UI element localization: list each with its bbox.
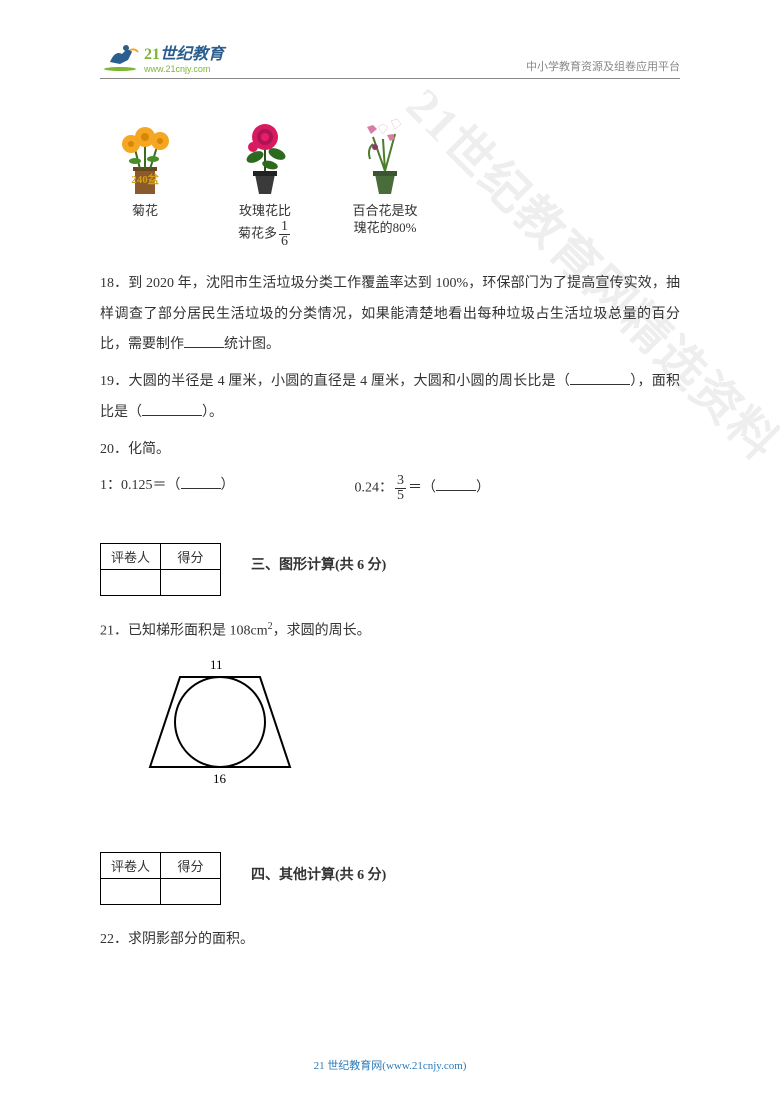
q20-right-mid: ＝（ bbox=[408, 480, 436, 495]
score-col-score-4h: 得分 bbox=[161, 853, 221, 879]
score-col-score: 得分 bbox=[161, 543, 221, 569]
section-3-row: 评卷人 得分 三、图形计算(共 6 分) bbox=[100, 523, 680, 606]
page-footer: 21 世纪教育网(www.21cnjy.com) bbox=[0, 1057, 780, 1073]
trapezoid-figure: 11 16 bbox=[140, 657, 680, 792]
q20-right: 0.24：35＝（ ） bbox=[355, 474, 491, 503]
section-4-title: 四、其他计算(共 6 分) bbox=[251, 864, 386, 884]
question-20-body: 1：0.125＝（ ） 0.24：35＝（ ） bbox=[100, 474, 680, 503]
page-header: 21世纪教育 www.21cnjy.com 中小学教育资源及组卷应用平台 bbox=[100, 40, 680, 79]
q21-pre: 21．已知梯形面积是 bbox=[100, 623, 230, 638]
q20-fraction: 35 bbox=[395, 474, 406, 503]
score-col-grader-4h: 评卷人 bbox=[101, 853, 161, 879]
q19-suffix: ）。 bbox=[202, 405, 223, 420]
rose-image bbox=[225, 99, 305, 199]
flower-label-1: 菊花 bbox=[132, 203, 158, 220]
pot-count-badge: 240盆 bbox=[131, 171, 159, 187]
logo-accent: 21 bbox=[144, 46, 160, 63]
rose-line2-pre: 菊花多 bbox=[238, 225, 277, 240]
logo: 21世纪教育 www.21cnjy.com bbox=[100, 40, 224, 74]
question-20-title: 20．化简。 bbox=[100, 435, 680, 466]
score-cell-score-4[interactable] bbox=[161, 879, 221, 905]
q19-blank-1[interactable] bbox=[570, 371, 630, 385]
section-4-row: 评卷人 得分 四、其他计算(共 6 分) bbox=[100, 832, 680, 915]
score-col-grader: 评卷人 bbox=[101, 543, 161, 569]
flower-label-3: 百合花是玫 瑰花的80% bbox=[352, 203, 417, 237]
lily-line1: 百合花是玫 bbox=[352, 203, 417, 218]
flower-lily: 百合花是玫 瑰花的80% bbox=[340, 99, 430, 249]
question-19: 19．大圆的半径是 4 厘米，小圆的直径是 4 厘米，大圆和小圆的周长比是（），… bbox=[100, 367, 680, 429]
score-cell-score-3[interactable] bbox=[161, 569, 221, 595]
trap-bottom-label: 16 bbox=[213, 771, 227, 786]
q20-right-pre: 0.24： bbox=[355, 480, 394, 495]
flower-chrysanthemum: 240盆 菊花 bbox=[100, 99, 190, 249]
q21-val: 108cm bbox=[230, 623, 268, 638]
q21-suf: ，求圆的周长。 bbox=[273, 623, 371, 638]
q20-right-suf: ） bbox=[476, 480, 490, 495]
lily-line2: 瑰花的80% bbox=[354, 220, 417, 235]
rose-fraction: 16 bbox=[279, 220, 290, 249]
logo-url: www.21cnjy.com bbox=[144, 64, 224, 74]
q19-prefix: 19．大圆的半径是 4 厘米，小圆的直径是 4 厘米，大圆和小圆的周长比是（ bbox=[100, 374, 570, 389]
rose-line1: 玫瑰花比 bbox=[239, 203, 291, 218]
question-21: 21．已知梯形面积是 108cm2，求圆的周长。 bbox=[100, 616, 680, 647]
logo-title: 21世纪教育 bbox=[144, 40, 224, 64]
trap-top-label: 11 bbox=[210, 657, 223, 672]
q20-left: 1：0.125＝（ ） bbox=[100, 474, 235, 503]
flower-rose: 玫瑰花比 菊花多16 bbox=[220, 99, 310, 249]
page-content: 21世纪教育 www.21cnjy.com 中小学教育资源及组卷应用平台 bbox=[0, 0, 780, 1002]
q19-blank-2[interactable] bbox=[142, 402, 202, 416]
q18-suffix: 统计图。 bbox=[224, 337, 280, 352]
q20-left-pre: 1：0.125＝（ bbox=[100, 478, 181, 493]
q18-blank[interactable] bbox=[184, 334, 224, 348]
section-3-title: 三、图形计算(共 6 分) bbox=[251, 554, 386, 574]
header-subtitle: 中小学教育资源及组卷应用平台 bbox=[526, 58, 680, 74]
logo-runner-icon bbox=[100, 42, 140, 72]
q20-blank-1[interactable] bbox=[181, 475, 221, 489]
score-cell-grader-4[interactable] bbox=[101, 879, 161, 905]
score-table-3: 评卷人 得分 bbox=[100, 543, 221, 596]
logo-dark: 世纪教育 bbox=[160, 46, 224, 63]
lily-image bbox=[345, 99, 425, 199]
score-cell-grader-3[interactable] bbox=[101, 569, 161, 595]
q20-blank-2[interactable] bbox=[436, 477, 476, 491]
q20-left-suf: ） bbox=[221, 478, 235, 493]
question-22: 22．求阴影部分的面积。 bbox=[100, 925, 680, 956]
chrysanthemum-image: 240盆 bbox=[105, 99, 185, 199]
flower-label-2: 玫瑰花比 菊花多16 bbox=[238, 203, 292, 249]
logo-text: 21世纪教育 www.21cnjy.com bbox=[144, 40, 224, 74]
question-18: 18．到 2020 年，沈阳市生活垃圾分类工作覆盖率达到 100%，环保部门为了… bbox=[100, 269, 680, 361]
flower-row: 240盆 菊花 玫瑰花比 菊花多16 bbox=[100, 99, 680, 249]
score-table-4: 评卷人 得分 bbox=[100, 852, 221, 905]
